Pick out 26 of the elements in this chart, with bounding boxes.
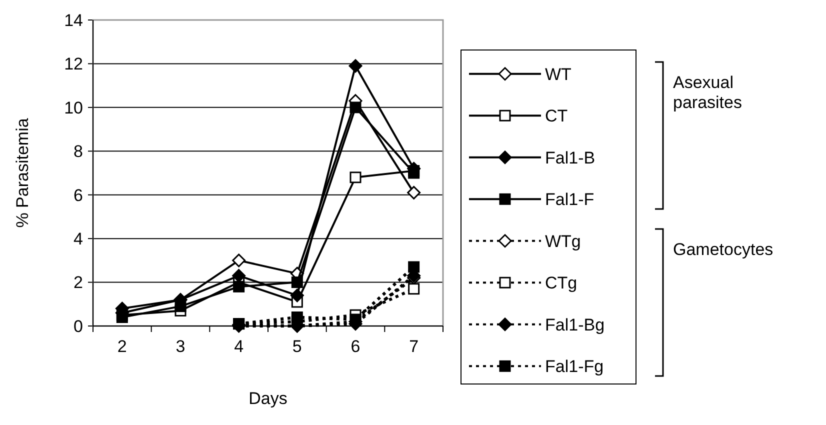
- legend-label: CT: [545, 106, 568, 126]
- y-tick-label: 12: [64, 54, 83, 74]
- x-axis-title: Days: [248, 389, 288, 408]
- text: Gametocytes: [673, 240, 774, 259]
- x-tick-label: 6: [350, 337, 360, 356]
- legend-label: Fal1-F: [545, 190, 594, 210]
- y-tick-label: 4: [74, 230, 83, 249]
- y-axis-title: % Parasitemia: [13, 118, 32, 228]
- legend-label: WTg: [545, 232, 581, 251]
- x-tick-label: 5: [292, 337, 302, 356]
- y-tick-label: 8: [74, 142, 83, 162]
- y-tick-label: 10: [64, 98, 83, 118]
- x-tick-label: 2: [117, 337, 127, 356]
- legend-label: Fal1-B: [545, 148, 596, 168]
- legend-label: Fal1-Fg: [545, 357, 604, 376]
- y-tick-label: 2: [74, 273, 83, 292]
- x-tick-label: 3: [176, 337, 186, 356]
- x-tick-label: 7: [409, 337, 419, 356]
- x-tick-label: 4: [234, 337, 244, 356]
- legend-label: Fal1-Bg: [545, 315, 605, 334]
- y-tick-label: 6: [74, 186, 83, 205]
- y-tick-label: 14: [64, 10, 83, 30]
- legend-label: WT: [545, 64, 572, 84]
- y-tick-label: 0: [74, 316, 83, 336]
- text: Asexual parasites: [673, 73, 742, 112]
- legend-label: CTg: [545, 274, 578, 293]
